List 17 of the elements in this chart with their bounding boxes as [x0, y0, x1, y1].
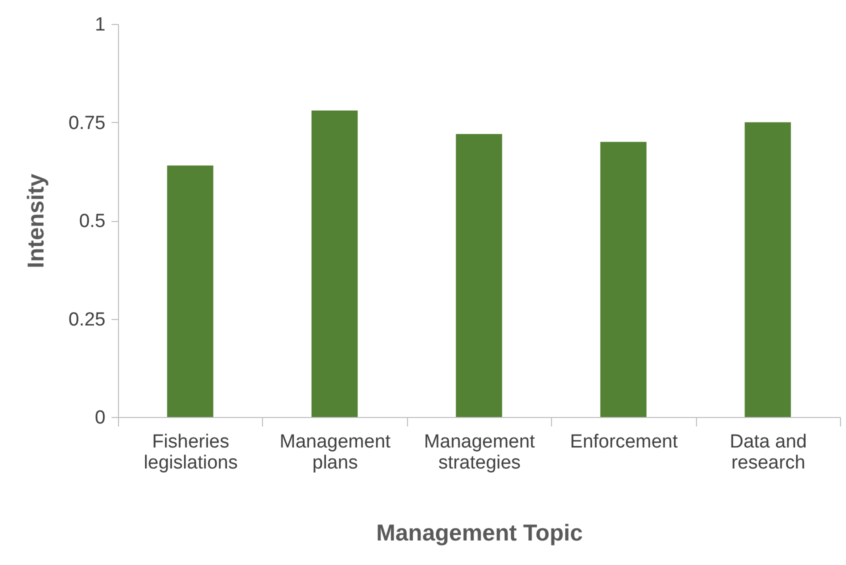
- y-tick-label: 0.5: [79, 211, 106, 232]
- x-tick-label: Fisheries legislations: [144, 432, 238, 474]
- x-axis-title: Management Topic: [376, 520, 583, 546]
- x-tick-label: Enforcement: [570, 432, 678, 452]
- y-tick-label: 0: [94, 408, 106, 428]
- y-tick-label: 1: [94, 14, 106, 36]
- bar: [744, 122, 791, 417]
- bar: [600, 142, 647, 417]
- x-tick-label: Data and research: [730, 432, 807, 474]
- y-tick-label: 0.25: [68, 309, 106, 330]
- bar: [456, 134, 502, 417]
- y-axis-title: Intensity: [22, 174, 49, 268]
- y-tick-label: 0.75: [68, 112, 106, 134]
- bar: [167, 165, 214, 417]
- x-tick-label: Management plans: [280, 432, 392, 474]
- x-tick-label: Management strategies: [424, 432, 536, 474]
- bar: [311, 110, 358, 417]
